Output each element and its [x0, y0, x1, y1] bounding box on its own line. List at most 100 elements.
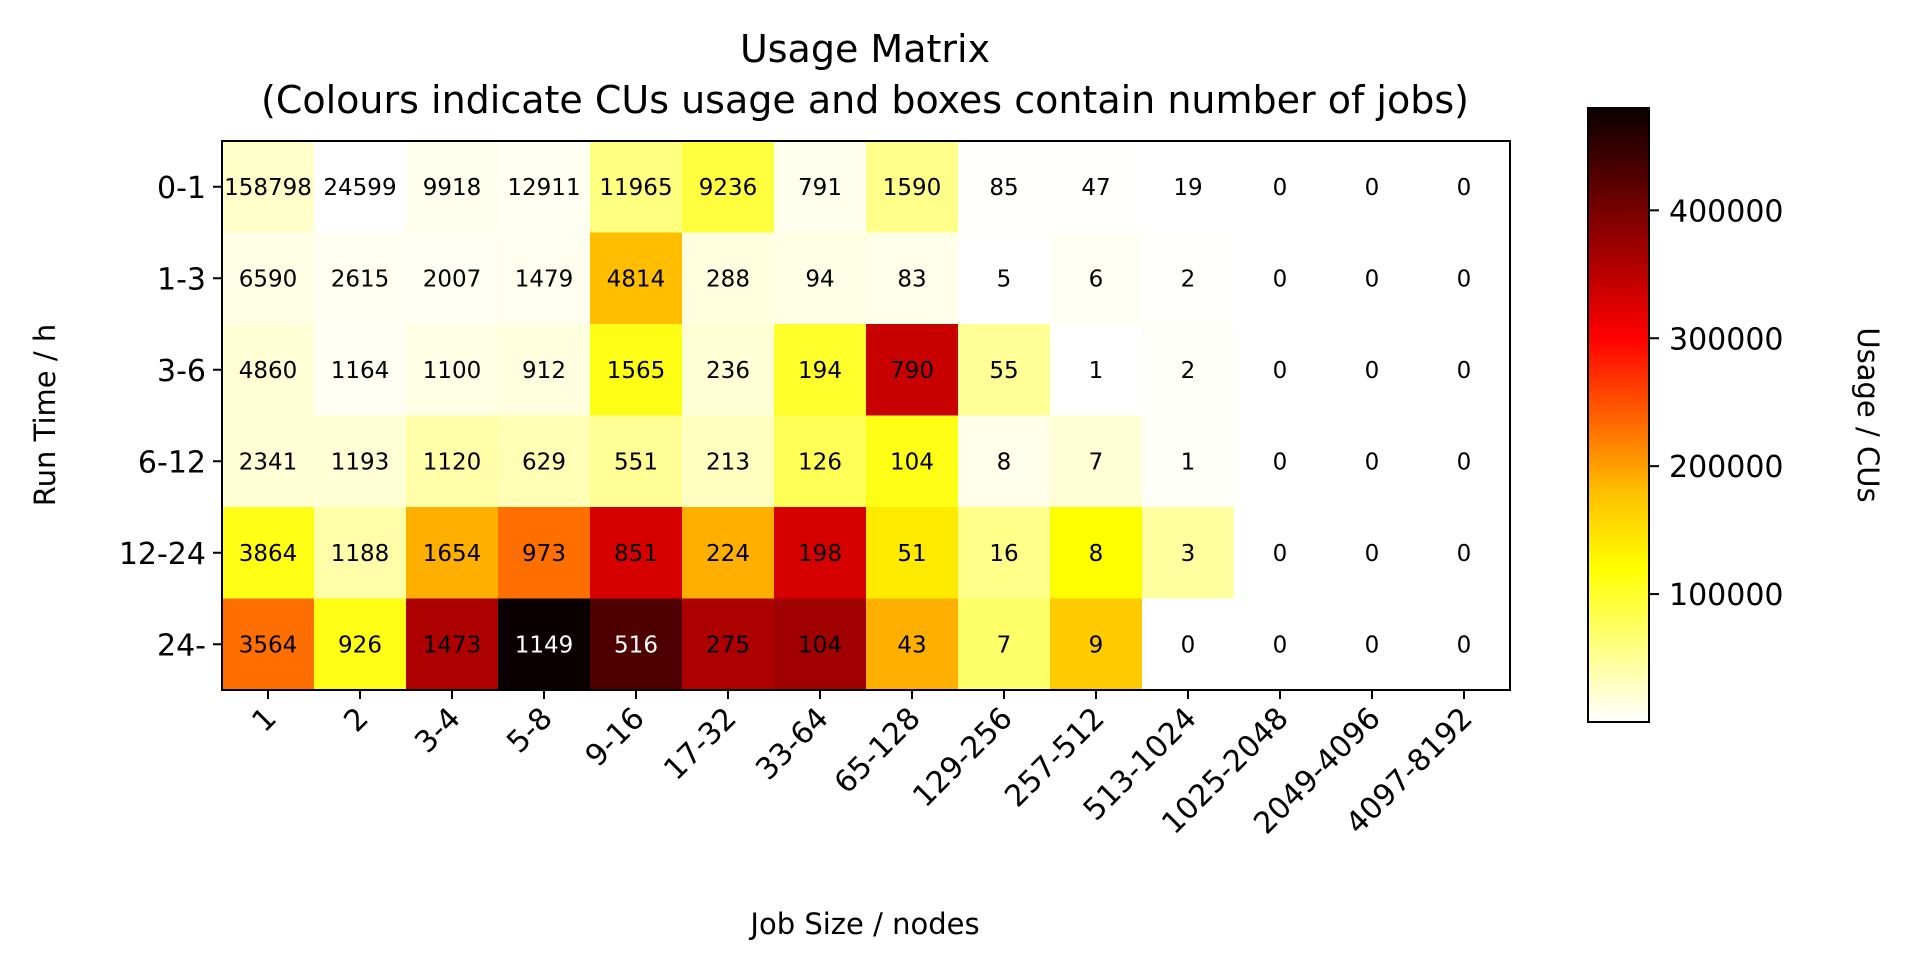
cell-job-count: 8: [997, 449, 1012, 475]
heatmap-cell-labels: 158798 24599 9918 12911 11965 9236 791 1590 85 47…: [224, 175, 1471, 659]
cell-job-count: 2615: [331, 266, 390, 292]
cell-job-count: 0: [1457, 632, 1472, 658]
x-axis: 1 2 3-4 5-8 9-16 17-32 33-6465-128129-256257-5…: [245, 690, 1480, 841]
heatmap-cell: [498, 507, 591, 599]
colorbar-tick-label: 400000: [1669, 194, 1784, 229]
cell-job-count: 4860: [239, 358, 298, 384]
cell-job-count: 126: [798, 449, 842, 475]
cell-job-count: 275: [706, 632, 750, 658]
cell-job-count: 2: [1181, 266, 1196, 292]
heatmap-cell: [314, 232, 407, 325]
heatmap-cell: [682, 324, 775, 416]
cell-job-count: 1473: [423, 632, 482, 658]
heatmap-cell: [774, 141, 867, 233]
heatmap-cell: [1050, 507, 1143, 599]
heatmap-cell: [590, 507, 683, 599]
heatmap-cell: [1142, 232, 1235, 325]
heatmap-cell: [222, 141, 315, 233]
cell-job-count: 288: [706, 266, 750, 292]
heatmap-cell: [314, 415, 407, 508]
heatmap-cell: [1142, 324, 1235, 416]
cell-job-count: 516: [614, 632, 658, 658]
cell-job-count: 1193: [331, 449, 390, 475]
heatmap-cell: [682, 232, 775, 325]
heatmap-cell: [958, 141, 1051, 233]
cell-job-count: 1590: [883, 175, 942, 201]
cell-job-count: 0: [1365, 632, 1380, 658]
heatmap-cell: [682, 598, 775, 691]
heatmap-cells: [222, 141, 1511, 691]
cell-job-count: 0: [1273, 632, 1288, 658]
heatmap-cell: [590, 415, 683, 508]
colorbar-tick-label: 200000: [1669, 450, 1784, 485]
cell-job-count: 2341: [239, 449, 298, 475]
y-tick-label: 12-24: [119, 537, 206, 572]
cell-job-count: 0: [1273, 266, 1288, 292]
cell-job-count: 1164: [331, 358, 390, 384]
colorbar-tick-label: 100000: [1669, 578, 1784, 613]
heatmap-cell: [1326, 598, 1419, 691]
heatmap-cell: [1050, 324, 1143, 416]
heatmap-cell: [1142, 141, 1235, 233]
cell-job-count: 912: [522, 358, 566, 384]
cell-job-count: 12911: [507, 175, 580, 201]
cell-job-count: 0: [1273, 541, 1288, 567]
cell-job-count: 51: [897, 541, 926, 567]
x-tick-label: 17-32: [657, 701, 743, 787]
cell-job-count: 0: [1457, 175, 1472, 201]
y-tick-label: 1-3: [157, 262, 206, 297]
cell-job-count: 629: [522, 449, 566, 475]
heatmap-cell: [222, 324, 315, 416]
cell-job-count: 3864: [239, 541, 298, 567]
heatmap-cell: [1234, 232, 1327, 325]
cell-job-count: 0: [1365, 541, 1380, 567]
cell-job-count: 6590: [239, 266, 298, 292]
heatmap-cell: [1142, 598, 1235, 691]
heatmap-cell: [406, 232, 499, 325]
heatmap-cell: [682, 141, 775, 233]
y-axis: 0-1 1-3 3-6 6-12 12-24 24-: [119, 171, 222, 663]
heatmap-cell: [1418, 415, 1511, 508]
cell-job-count: 0: [1365, 358, 1380, 384]
heatmap-cell: [1050, 232, 1143, 325]
heatmap-cell: [774, 324, 867, 416]
cell-job-count: 0: [1273, 175, 1288, 201]
heatmap-cell: [866, 507, 959, 599]
cell-job-count: 551: [614, 449, 658, 475]
heatmap-cell: [406, 324, 499, 416]
heatmap-cell: [314, 598, 407, 691]
cell-job-count: 0: [1273, 449, 1288, 475]
colorbar-ticks: 100000 200000 300000 400000: [1649, 194, 1784, 613]
heatmap-cell: [1234, 415, 1327, 508]
cell-job-count: 55: [989, 358, 1018, 384]
cell-job-count: 194: [798, 358, 842, 384]
cell-job-count: 790: [890, 358, 934, 384]
x-tick-label: 2: [337, 701, 375, 739]
cell-job-count: 973: [522, 541, 566, 567]
cell-job-count: 9: [1089, 632, 1104, 658]
heatmap-cell: [1234, 507, 1327, 599]
cell-job-count: 1654: [423, 541, 482, 567]
heatmap-cell: [774, 415, 867, 508]
cell-job-count: 7: [1089, 449, 1104, 475]
y-tick-label: 6-12: [138, 445, 206, 480]
x-tick-label: 3-4: [408, 701, 467, 760]
cell-job-count: 3564: [239, 632, 298, 658]
plot-frame: [221, 140, 1511, 691]
cell-job-count: 8: [1089, 541, 1104, 567]
heatmap-cell: [1142, 507, 1235, 599]
heatmap-cell: [406, 598, 499, 691]
heatmap-cell: [1418, 141, 1511, 233]
heatmap-cell: [498, 415, 591, 508]
heatmap-cell: [222, 507, 315, 599]
cell-job-count: 9918: [423, 175, 482, 201]
heatmap-cell: [958, 324, 1051, 416]
chart-subtitle: (Colours indicate CUs usage and boxes co…: [261, 78, 1469, 122]
cell-job-count: 11965: [599, 175, 672, 201]
cell-job-count: 1479: [515, 266, 574, 292]
cell-job-count: 198: [798, 541, 842, 567]
y-axis-label: Run Time / h: [28, 324, 62, 506]
cell-job-count: 158798: [224, 175, 312, 201]
cell-job-count: 83: [897, 266, 926, 292]
heatmap-cell: [222, 598, 315, 691]
